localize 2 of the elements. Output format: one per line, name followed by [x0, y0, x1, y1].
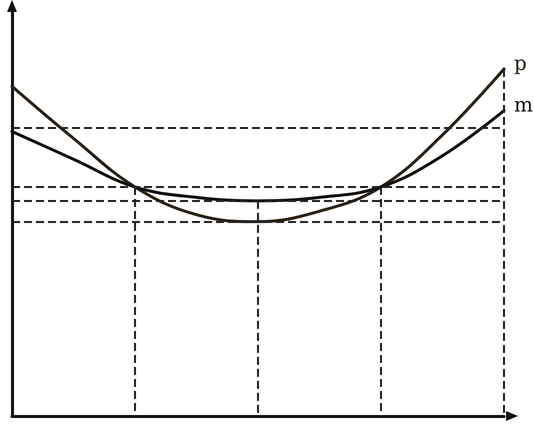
series-label: m: [514, 92, 533, 117]
series-label: p: [514, 50, 527, 75]
